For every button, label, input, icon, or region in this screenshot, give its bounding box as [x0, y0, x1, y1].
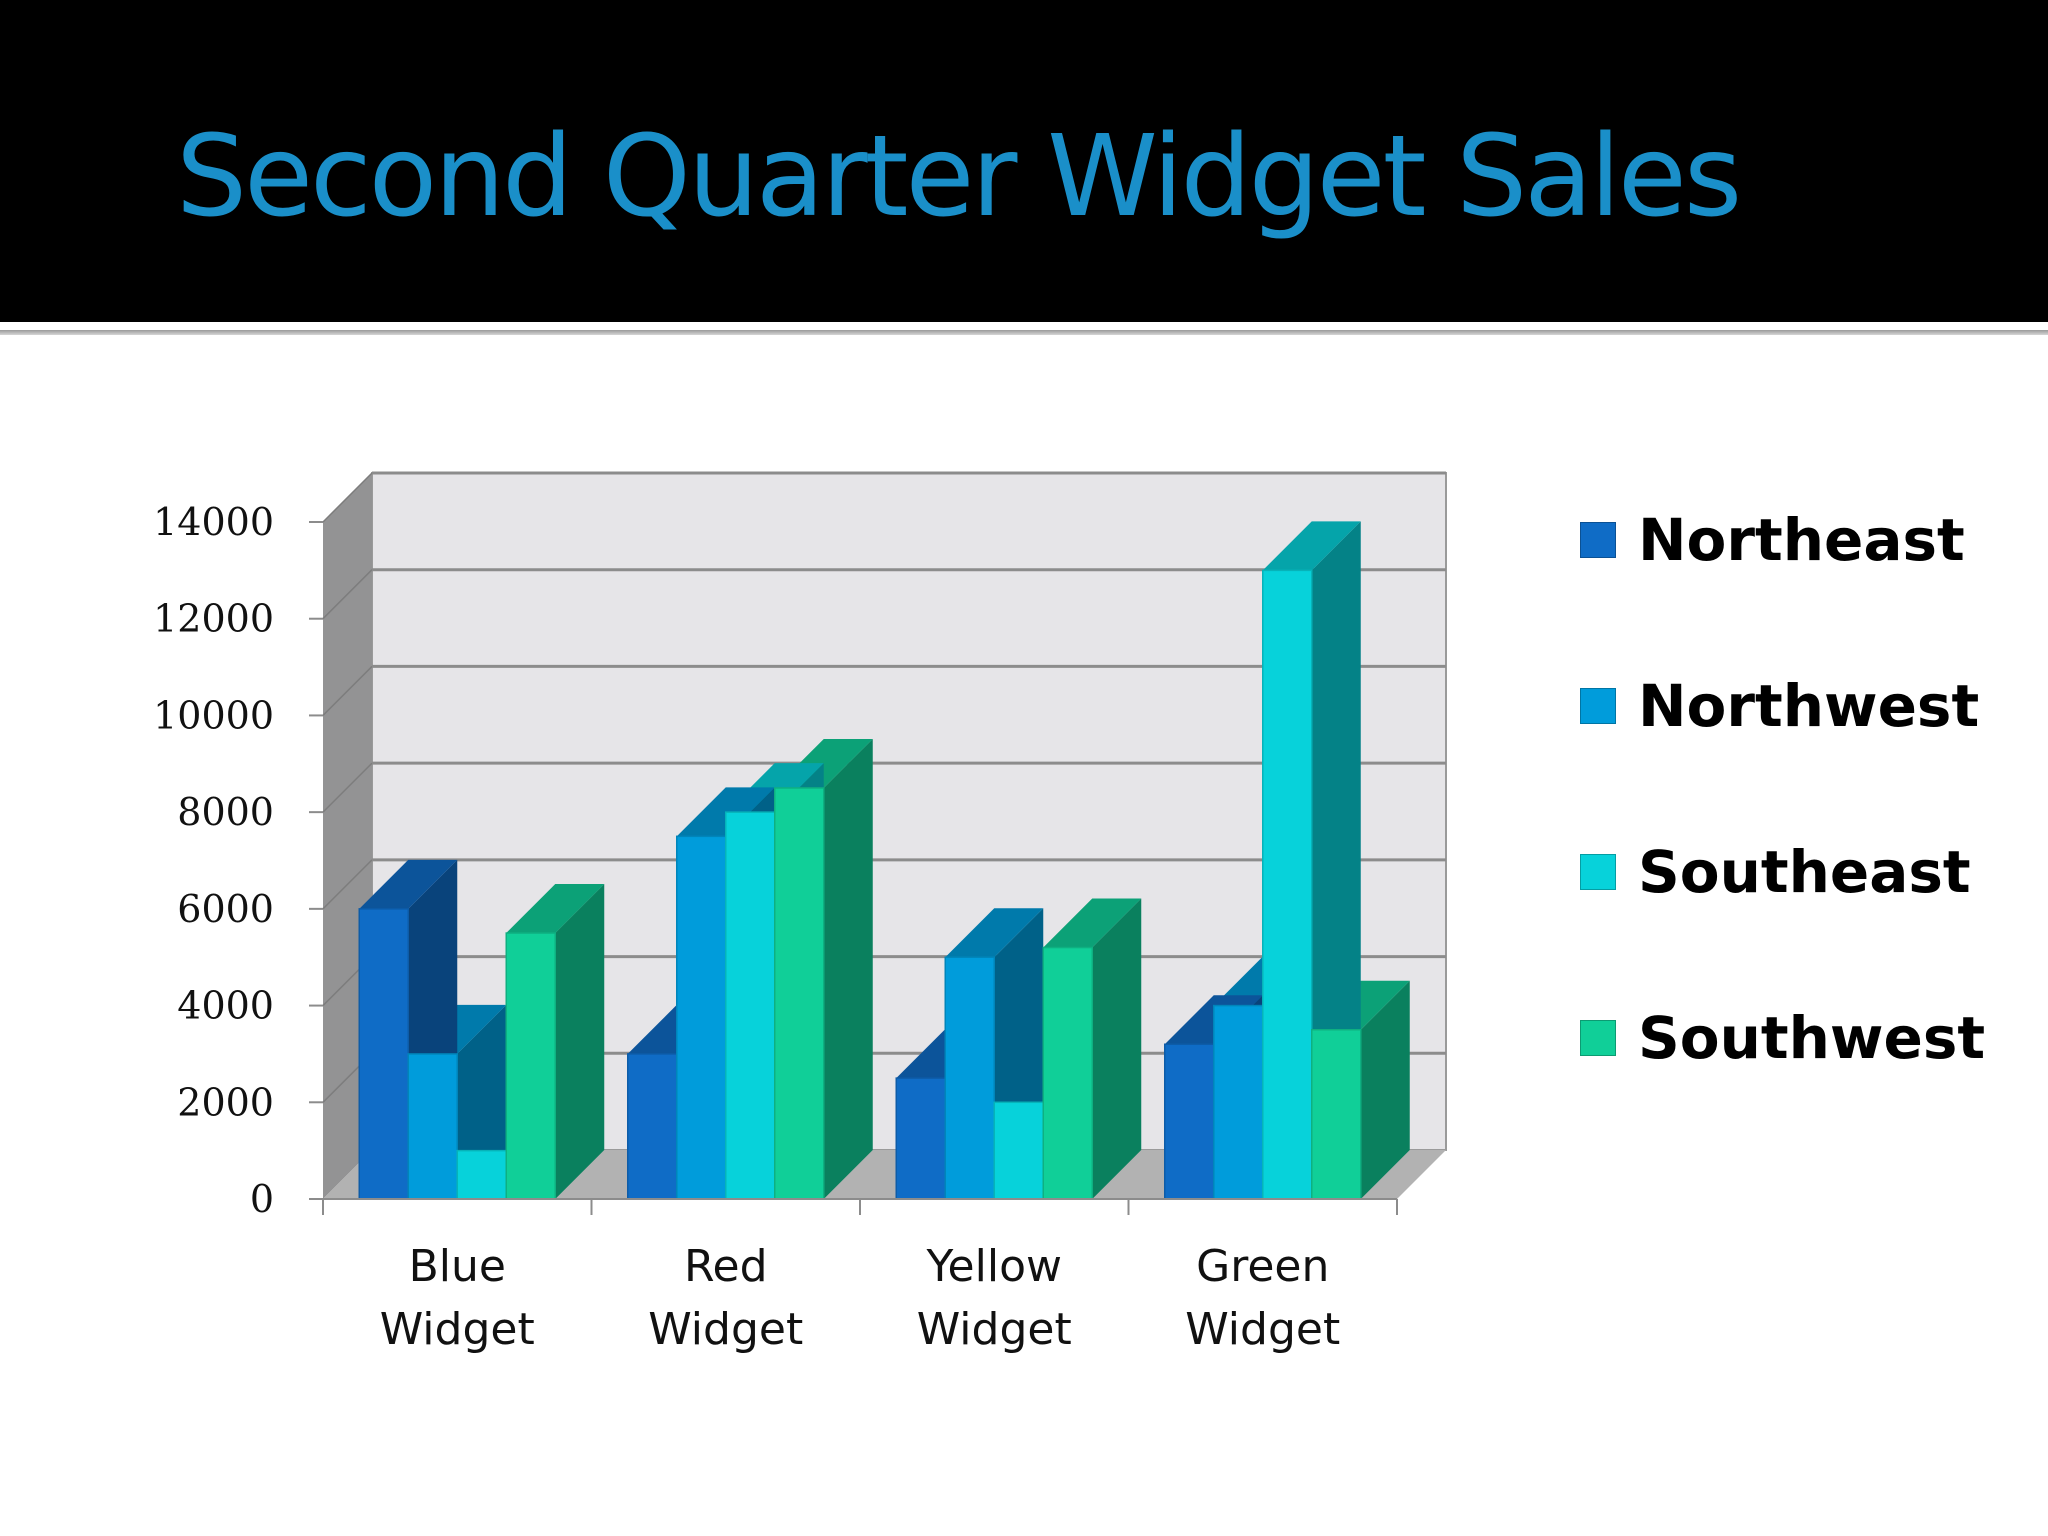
x-tick-label: Widget [1185, 1304, 1340, 1355]
y-tick-label: 12000 [153, 597, 274, 641]
legend-label: Northeast [1638, 506, 1965, 574]
y-axis-labels: 0 2000 4000 6000 8000 10000 12000 14000 [153, 500, 274, 1221]
legend-swatch [1580, 1020, 1616, 1056]
legend-label: Southeast [1638, 838, 1971, 906]
legend-swatch [1580, 522, 1616, 558]
x-axis-labels: Blue Widget Red Widget Yellow Widget Green Widg… [380, 1241, 1340, 1355]
x-tick-label: Red [684, 1241, 768, 1292]
y-tick-label: 4000 [177, 984, 274, 1028]
legend-item-northeast: Northeast [1580, 500, 1965, 580]
y-tick-label: 0 [250, 1177, 274, 1221]
slide-title: Second Quarter Widget Sales [176, 112, 1742, 242]
y-tick-label: 10000 [153, 693, 274, 737]
x-tick-label: Widget [917, 1304, 1072, 1355]
y-tick-label: 6000 [177, 887, 274, 931]
legend-swatch [1580, 854, 1616, 890]
y-tick-label: 14000 [153, 500, 274, 544]
legend-item-southeast: Southeast [1580, 832, 1971, 912]
x-tick-label: Blue [409, 1241, 506, 1292]
legend-item-southwest: Southwest [1580, 998, 1985, 1078]
legend-label: Northwest [1638, 672, 1980, 740]
title-bar: Second Quarter Widget Sales [0, 0, 2048, 322]
title-divider [0, 330, 2048, 335]
x-tick-label: Green [1196, 1241, 1329, 1292]
x-tick-label: Widget [648, 1304, 803, 1355]
y-tick-label: 2000 [177, 1080, 274, 1124]
y-tick-label: 8000 [177, 790, 274, 834]
x-tick-label: Widget [380, 1304, 535, 1355]
x-tick-label: Yellow [926, 1241, 1062, 1292]
axes [309, 521, 1398, 1215]
legend-swatch [1580, 688, 1616, 724]
legend-label: Southwest [1638, 1004, 1986, 1072]
bars [358, 521, 1410, 1200]
legend-item-northwest: Northwest [1580, 666, 1979, 746]
